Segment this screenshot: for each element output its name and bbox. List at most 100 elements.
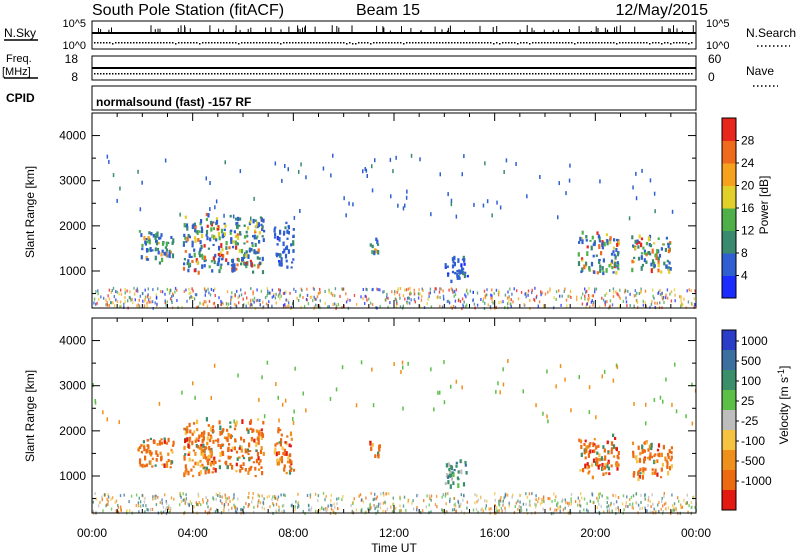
echo-cell (476, 500, 478, 504)
echo-cell (335, 305, 338, 308)
echo-cell (361, 498, 363, 502)
echo-cell (612, 290, 615, 294)
echo-cell (285, 471, 288, 475)
nsearch-point (505, 42, 507, 44)
nave-point (682, 73, 684, 75)
echo-cell (581, 259, 584, 262)
echo-cell (392, 496, 394, 500)
echo-cell (581, 257, 584, 261)
power-cbar-label: Power [dB] (757, 176, 771, 235)
echo-cell (257, 493, 259, 497)
nave-tick-top: 60 (708, 52, 722, 66)
echo-cell (656, 472, 659, 477)
echo-cell (549, 507, 551, 511)
echo-cell (208, 291, 210, 295)
nsearch-point (481, 42, 483, 44)
echo-cell (463, 273, 466, 279)
echo-cell (570, 408, 572, 413)
echo-cell (654, 305, 656, 309)
echo-cell (250, 456, 253, 459)
echo-cell (235, 305, 238, 308)
echo-cell (303, 304, 306, 308)
echo-cell (183, 498, 185, 502)
echo-cell (214, 236, 217, 240)
echo-cell (210, 451, 213, 456)
nsearch-point (361, 42, 363, 44)
echo-cell (241, 454, 244, 458)
echo-cell (245, 450, 248, 454)
echo-cell (651, 471, 654, 475)
echo-cell (465, 295, 467, 299)
echo-cell (156, 304, 158, 308)
echo-cell (576, 295, 578, 299)
echo-cell (151, 507, 154, 511)
echo-cell (626, 495, 628, 499)
echo-cell (218, 296, 220, 300)
echo-cell (595, 457, 598, 461)
echo-cell (292, 258, 295, 261)
echo-cell (227, 261, 230, 266)
nsearch-point (214, 42, 216, 44)
echo-cell (124, 288, 126, 292)
echo-cell (671, 209, 674, 214)
echo-cell (220, 299, 222, 303)
echo-cell (265, 302, 268, 306)
echo-cell (617, 451, 620, 456)
echo-cell (272, 294, 275, 298)
echo-cell (408, 296, 411, 300)
echo-cell (486, 499, 488, 503)
echo-cell (287, 167, 289, 172)
echo-cell (675, 508, 677, 512)
echo-cell (259, 501, 262, 505)
echo-cell (405, 288, 408, 292)
echo-cell (343, 196, 345, 201)
echo-cell (477, 510, 479, 514)
echo-cell (520, 506, 522, 509)
echo-cell (207, 499, 209, 503)
echo-cell (631, 504, 634, 508)
echo-cell (256, 298, 259, 302)
echo-cell (253, 296, 256, 300)
echo-cell (255, 224, 258, 228)
echo-cell (616, 365, 619, 370)
echo-cell (442, 509, 445, 513)
echo-cell (528, 492, 531, 496)
echo-cell (231, 263, 234, 269)
echo-cell (694, 505, 696, 509)
echo-cell (455, 509, 457, 513)
echo-cell (557, 215, 559, 220)
echo-cell (637, 477, 640, 482)
echo-cell (252, 290, 254, 294)
echo-cell (214, 468, 217, 473)
echo-cell (231, 245, 235, 249)
echo-cell (462, 270, 465, 276)
echo-cell (170, 299, 173, 303)
echo-cell (191, 287, 193, 291)
nsearch-point (598, 42, 600, 44)
echo-cell (151, 457, 154, 460)
echo-cell (231, 295, 234, 299)
nsearch-point (553, 42, 555, 44)
echo-cell (215, 497, 217, 501)
echo-cell (476, 494, 478, 498)
echo-cell (608, 510, 611, 514)
echo-cell (240, 447, 243, 453)
echo-cell (450, 384, 452, 389)
echo-cell (390, 505, 392, 509)
echo-cell (107, 493, 109, 497)
echo-cell (601, 246, 604, 250)
echo-cell (422, 509, 424, 513)
echo-cell (567, 294, 569, 298)
echo-cell (273, 228, 276, 233)
echo-cell (129, 509, 131, 513)
echo-cell (535, 498, 537, 502)
echo-cell (193, 430, 196, 434)
echo-cell (332, 303, 334, 306)
echo-cell (382, 290, 384, 294)
echo-cell (616, 251, 620, 257)
echo-cell (508, 504, 510, 508)
echo-cell (116, 290, 119, 294)
nsky-panel: N.Sky 10^5 10^0 10^5 10^0 N.Search (4, 18, 796, 52)
echo-cell (579, 504, 582, 508)
echo-cell (374, 454, 377, 458)
